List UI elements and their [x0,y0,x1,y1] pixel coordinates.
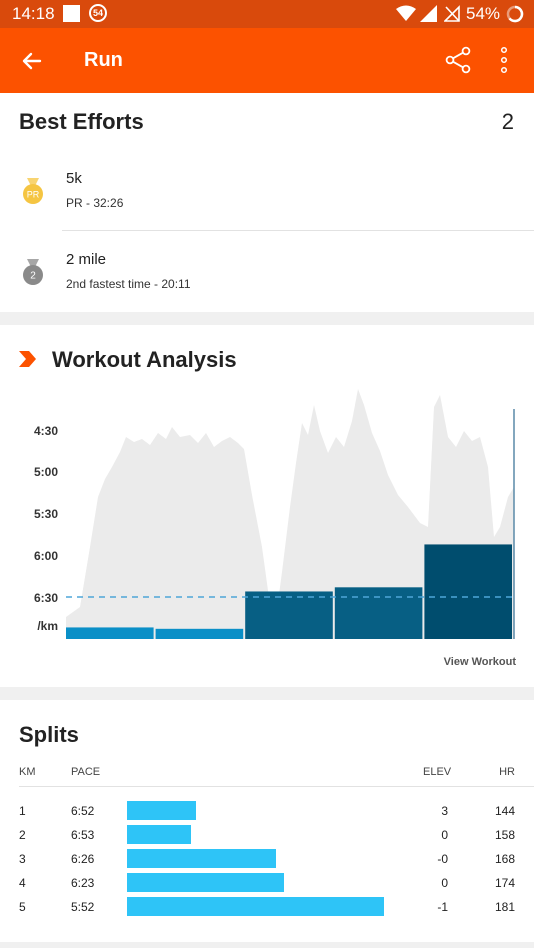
split-elev: -1 [437,900,448,914]
split-km: 5 [19,900,26,914]
back-arrow-icon[interactable] [20,49,44,73]
split-row: 1 6:52 3 144 [0,800,534,824]
split-hr: 144 [494,804,515,818]
effort-detail: 2nd fastest time - 20:11 [66,277,191,291]
splits-card: Splits KM PACE ELEV HR 1 6:52 3 144 2 6:… [0,700,534,942]
notification-count-icon: 54 [89,4,107,22]
col-header-elev: ELEV [423,766,452,778]
split-km: 1 [19,804,26,818]
y-tick-label: 5:00 [33,465,58,479]
best-efforts-count: 2 [501,109,514,134]
split-pace: 6:52 [71,804,95,818]
effort-name: 5k [66,170,82,187]
split-row: 5 5:52 -1 181 [0,896,534,920]
no-sim-icon [444,5,460,22]
split-elev: 3 [441,804,448,818]
share-icon[interactable] [444,46,472,74]
battery-ring-icon [506,5,524,23]
strava-chevron-icon [19,351,36,367]
signal-icon [420,5,437,22]
workout-analysis-title: Workout Analysis [52,347,237,372]
pace-bar-4[interactable] [334,587,423,639]
pr-medal-icon: PR [23,178,43,204]
col-header-pace: PACE [71,766,101,778]
split-hr: 158 [494,828,515,842]
best-efforts-title: Best Efforts [19,109,144,134]
effort-row[interactable]: 2 2 mile 2nd fastest time - 20:11 [0,231,534,312]
col-header-hr: HR [499,766,515,778]
col-header-km: KM [19,766,36,778]
best-efforts-card: Best Efforts 2 PR 5k PR - 32:26 2 2 mile… [0,93,534,312]
split-km: 3 [19,852,26,866]
status-time: 14:18 [12,4,55,23]
page-title: Run [84,49,123,71]
split-hr: 174 [494,876,515,890]
pace-bar-2[interactable] [155,628,244,639]
svg-text:PR: PR [27,190,40,200]
effort-row[interactable]: PR 5k PR - 32:26 [0,150,534,231]
workout-analysis-card: Workout Analysis 4:30 5:00 5:30 6:00 6:3… [0,325,534,687]
app-bar: Run [0,28,534,93]
split-pace-bar [127,849,277,868]
split-pace-bar [127,897,384,916]
notification-square-icon [63,5,80,22]
split-pace-bar [127,873,284,892]
status-bar: 14:18 54 54% [0,0,534,28]
split-elev: 0 [441,876,448,890]
split-pace: 5:52 [71,900,95,914]
divider [62,230,534,231]
split-pace-bar [127,825,192,844]
pace-bar-3[interactable] [245,591,333,639]
pace-chart-plot [66,389,515,639]
effort-detail: PR - 32:26 [66,196,124,210]
view-workout-link[interactable]: View Workout [443,656,516,668]
split-km: 4 [19,876,26,890]
wifi-icon [396,5,416,21]
second-place-medal-icon: 2 [23,259,43,285]
split-hr: 168 [494,852,515,866]
y-tick-label: 6:30 [33,591,58,605]
splits-title: Splits [19,722,79,747]
split-pace: 6:26 [71,852,95,866]
effort-name: 2 mile [66,251,107,268]
split-row: 3 6:26 -0 168 [0,848,534,872]
battery-percent: 54% [466,4,501,23]
more-options-icon[interactable] [499,46,509,74]
svg-text:2: 2 [30,271,36,282]
y-tick-label: 5:30 [33,507,58,521]
split-row: 2 6:53 0 158 [0,824,534,848]
y-tick-label: 6:00 [33,549,58,563]
split-pace: 6:23 [71,876,95,890]
y-tick-label: 4:30 [33,424,58,438]
split-elev: 0 [441,828,448,842]
pace-background-area [66,389,514,639]
pace-chart[interactable]: 4:30 5:00 5:30 6:00 6:30 /km [0,387,534,647]
split-km: 2 [19,828,26,842]
y-axis-unit: /km [37,619,58,633]
split-pace-bar [127,801,197,820]
pace-bar-5[interactable] [424,544,512,639]
divider [19,786,534,787]
split-pace: 6:53 [71,828,95,842]
split-row: 4 6:23 0 174 [0,872,534,896]
split-elev: -0 [437,852,448,866]
pace-bar-1[interactable] [66,627,154,639]
split-hr: 181 [494,900,515,914]
